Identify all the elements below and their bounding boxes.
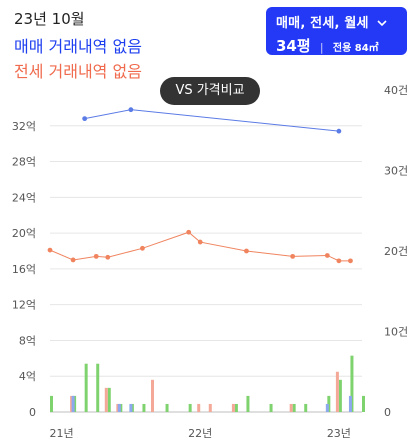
- period-label: 23년 10월: [14, 10, 85, 28]
- volume-bar-blue: [71, 395, 75, 412]
- y-right-tick-label: 20건: [384, 245, 408, 258]
- volume-bar-green: [96, 363, 100, 412]
- volume-bar-green: [107, 387, 111, 412]
- volume-bar-blue: [117, 403, 121, 412]
- y-right-tick-label: 30건: [384, 165, 408, 178]
- volume-bar-green: [350, 355, 354, 412]
- volume-bar-blue: [325, 403, 329, 412]
- area-label: 전용 84㎡: [332, 43, 379, 54]
- y-left-tick-label: 8억: [19, 334, 36, 347]
- volume-bar-salmon: [289, 403, 293, 412]
- y-left-tick-label: 32억: [12, 120, 36, 133]
- jeonse-status-text: 전세 거래내역 없음: [14, 62, 142, 81]
- y-left-tick-label: 24억: [12, 191, 36, 204]
- jeonse-price-point: [186, 229, 192, 235]
- jeonse-price-point: [105, 254, 111, 260]
- y-right-tick-label: 10건: [384, 326, 408, 339]
- jeonse-price-point: [93, 253, 99, 259]
- y-left-tick-label: 4억: [19, 370, 36, 383]
- compare-price-button[interactable]: VS 가격비교: [160, 77, 260, 105]
- sale-price-line: [84, 109, 339, 132]
- sale-price-point: [128, 107, 134, 113]
- jeonse-price-point: [348, 258, 353, 264]
- volume-bar-salmon: [208, 403, 212, 412]
- jeonse-price-point: [244, 248, 249, 254]
- x-tick-label: 21년: [49, 427, 73, 440]
- y-left-tick-label: 16억: [12, 263, 36, 276]
- trade-types-label: 매매, 전세, 월세: [276, 16, 369, 31]
- sale-price-point: [336, 128, 342, 134]
- volume-bar-salmon: [335, 371, 339, 412]
- volume-bar-green: [338, 379, 342, 412]
- volume-bar-salmon: [231, 403, 235, 412]
- filter-separator: |: [319, 41, 324, 54]
- sale-status-text: 매매 거래내역 없음: [14, 37, 142, 56]
- x-tick-label: 22년: [188, 427, 212, 440]
- volume-bar-green: [304, 403, 308, 412]
- y-left-tick-label: 20억: [12, 227, 36, 240]
- volume-bar-green: [246, 395, 250, 412]
- jeonse-price-point: [140, 245, 145, 251]
- x-tick-label: 23년: [327, 427, 351, 440]
- volume-bar-salmon: [104, 387, 108, 412]
- volume-bar-green: [84, 363, 88, 412]
- pyeong-label: 34평: [276, 37, 311, 55]
- volume-bar-green: [142, 403, 146, 412]
- volume-bar-blue: [129, 403, 133, 412]
- trade-type-filter-button[interactable]: 매매, 전세, 월세 34평 | 전용 84㎡: [266, 7, 407, 55]
- volume-bar-salmon: [151, 379, 154, 412]
- jeonse-price-point: [197, 239, 203, 245]
- chevron-down-icon: [377, 16, 388, 31]
- jeonse-price-point: [324, 253, 330, 258]
- jeonse-price-point: [290, 253, 296, 259]
- volume-bar-green: [269, 403, 273, 412]
- y-right-tick-label: 0: [384, 406, 391, 419]
- y-left-tick-label: 28억: [12, 156, 36, 169]
- volume-bar-green: [165, 403, 169, 412]
- y-left-tick-label: 12억: [12, 299, 36, 312]
- volume-bar-blue: [348, 395, 352, 412]
- y-right-tick-label: 40건: [384, 84, 408, 97]
- volume-bar-green: [362, 395, 365, 412]
- jeonse-price-point: [336, 258, 342, 264]
- jeonse-price-point: [47, 247, 53, 253]
- jeonse-price-point: [70, 257, 76, 263]
- sale-price-point: [82, 116, 88, 122]
- volume-bar-green: [50, 395, 53, 412]
- volume-bar-green: [292, 403, 296, 412]
- y-left-tick-label: 0: [29, 406, 36, 419]
- volume-bar-green: [188, 403, 192, 412]
- volume-bar-salmon: [197, 403, 201, 412]
- volume-bar-green: [234, 403, 238, 412]
